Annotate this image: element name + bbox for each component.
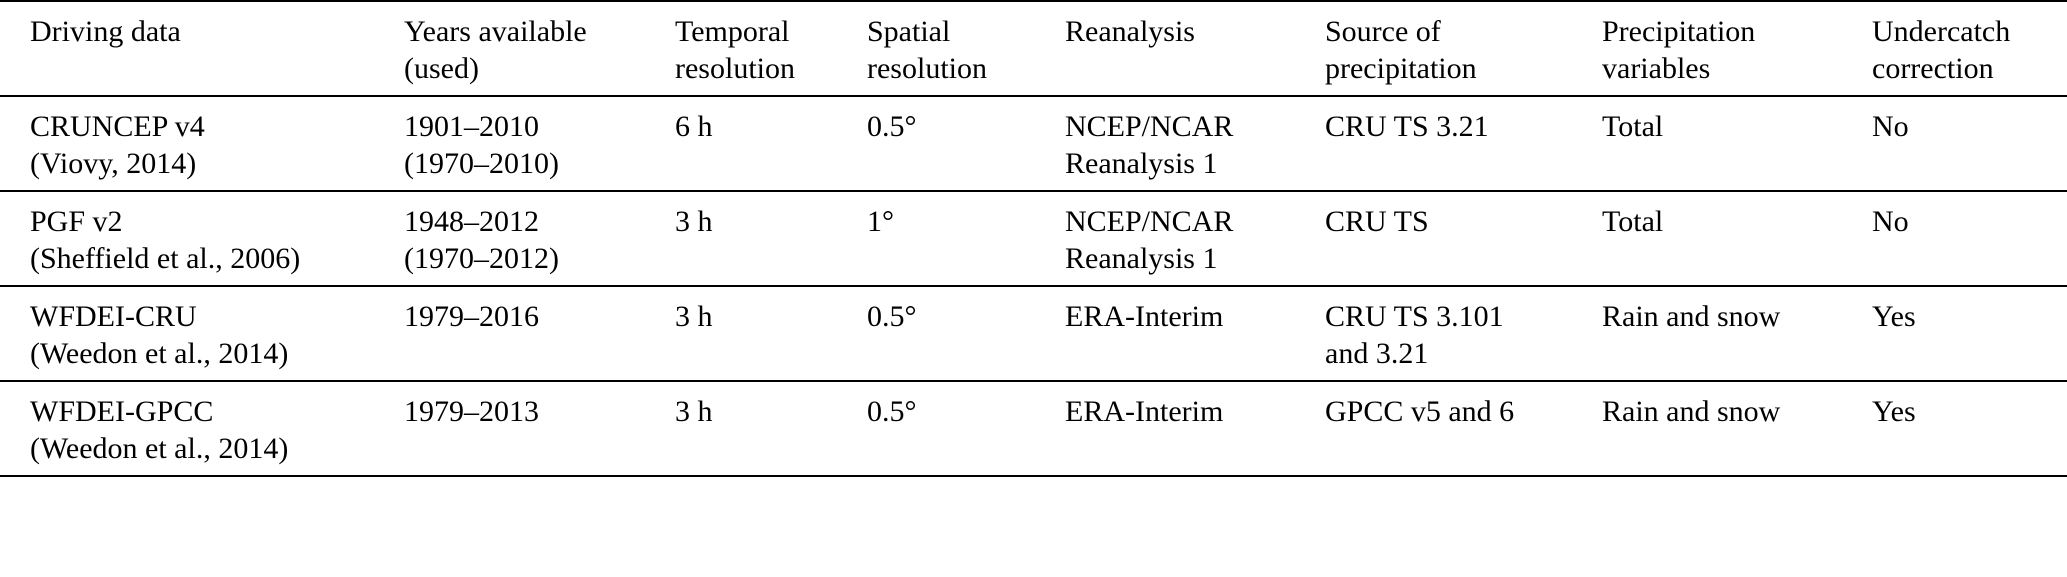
table-row-cruncep: CRUNCEP v4 (Viovy, 2014) 1901–2010 (1970… xyxy=(0,96,2067,191)
cell-reanalysis: NCEP/NCAR Reanalysis 1 xyxy=(1065,110,1234,180)
table-row-pgf: PGF v2 (Sheffield et al., 2006) 1948–201… xyxy=(0,191,2067,286)
cell-precip-source: CRU TS xyxy=(1325,205,1429,238)
cell-driving-data: WFDEI-CRU (Weedon et al., 2014) xyxy=(30,300,289,370)
col-header-source-of-precipitation: Source of precipitation xyxy=(1325,15,1477,85)
cell-undercatch-correction: No xyxy=(1872,205,1909,238)
cell-spatial-resolution: 0.5° xyxy=(867,395,917,428)
cell-reanalysis: NCEP/NCAR Reanalysis 1 xyxy=(1065,205,1234,275)
cell-undercatch-correction: No xyxy=(1872,110,1909,143)
cell-years: 1979–2013 xyxy=(404,395,539,428)
col-header-spatial-resolution: Spatial resolution xyxy=(867,15,987,85)
cell-precip-source: CRU TS 3.101 and 3.21 xyxy=(1325,300,1504,370)
cell-spatial-resolution: 1° xyxy=(867,205,894,238)
cell-driving-data: WFDEI-GPCC (Weedon et al., 2014) xyxy=(30,395,289,465)
cell-reanalysis: ERA-Interim xyxy=(1065,395,1224,428)
cell-precip-source: CRU TS 3.21 xyxy=(1325,110,1489,143)
cell-temporal-resolution: 3 h xyxy=(675,395,713,428)
cell-years: 1901–2010 (1970–2010) xyxy=(404,110,559,180)
table-row-wfdei-cru: WFDEI-CRU (Weedon et al., 2014) 1979–201… xyxy=(0,286,2067,381)
cell-precip-variables: Rain and snow xyxy=(1602,395,1781,428)
cell-driving-data: CRUNCEP v4 (Viovy, 2014) xyxy=(30,110,205,180)
cell-years: 1979–2016 xyxy=(404,300,539,333)
cell-precip-source: GPCC v5 and 6 xyxy=(1325,395,1515,428)
driving-data-table: Driving data Years available (used) Temp… xyxy=(0,0,2067,477)
table-row-wfdei-gpcc: WFDEI-GPCC (Weedon et al., 2014) 1979–20… xyxy=(0,381,2067,476)
col-header-undercatch-correction: Undercatch correction xyxy=(1872,15,2011,85)
cell-precip-variables: Rain and snow xyxy=(1602,300,1781,333)
cell-reanalysis: ERA-Interim xyxy=(1065,300,1224,333)
cell-temporal-resolution: 3 h xyxy=(675,205,713,238)
cell-temporal-resolution: 3 h xyxy=(675,300,713,333)
cell-years: 1948–2012 (1970–2012) xyxy=(404,205,559,275)
cell-precip-variables: Total xyxy=(1602,205,1664,238)
col-header-years-available: Years available (used) xyxy=(404,15,587,85)
cell-spatial-resolution: 0.5° xyxy=(867,300,917,333)
cell-driving-data: PGF v2 (Sheffield et al., 2006) xyxy=(30,205,301,275)
cell-undercatch-correction: Yes xyxy=(1872,300,1916,333)
cell-spatial-resolution: 0.5° xyxy=(867,110,917,143)
cell-temporal-resolution: 6 h xyxy=(675,110,713,143)
cell-precip-variables: Total xyxy=(1602,110,1664,143)
cell-undercatch-correction: Yes xyxy=(1872,395,1916,428)
col-header-driving-data: Driving data xyxy=(30,15,181,48)
col-header-temporal-resolution: Temporal resolution xyxy=(675,15,795,85)
col-header-reanalysis: Reanalysis xyxy=(1065,15,1195,48)
col-header-precipitation-variables: Precipitation variables xyxy=(1602,15,1756,85)
table-header-row: Driving data Years available (used) Temp… xyxy=(0,1,2067,96)
